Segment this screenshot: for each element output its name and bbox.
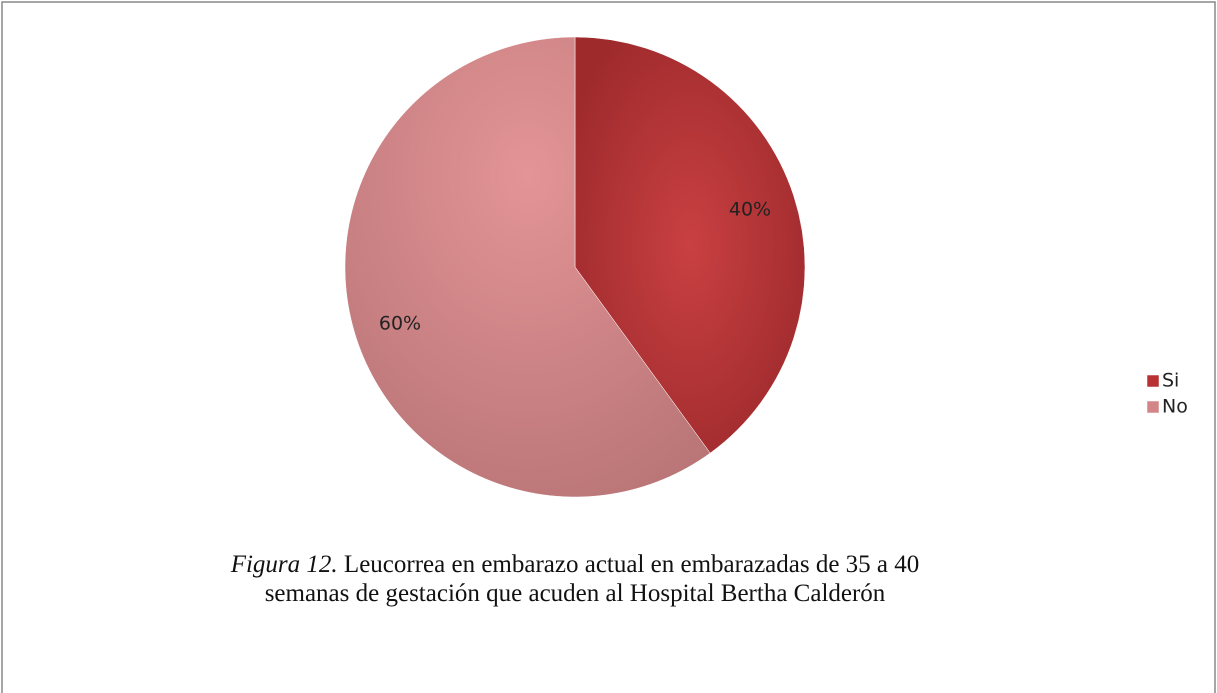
data-label: 60% — [379, 312, 421, 334]
legend-swatch — [1146, 400, 1160, 414]
pie-slice — [574, 36, 806, 454]
legend-label: Si — [1162, 370, 1179, 392]
caption-line: Figura 12. Leucorrea en embarazo actual … — [230, 551, 920, 578]
legend: Si No — [1146, 370, 1188, 418]
legend-swatch — [1146, 374, 1160, 388]
legend-label: No — [1162, 396, 1188, 418]
data-label: 40% — [729, 199, 771, 221]
pie-slice — [344, 36, 711, 498]
caption-text: semanas de gestación que acuden al Hospi… — [265, 580, 886, 607]
caption-text: Leucorrea en embarazo actual en embaraza… — [344, 551, 919, 578]
caption-label: Figura 12. — [230, 551, 338, 578]
pie: 40% 60% — [344, 36, 806, 498]
